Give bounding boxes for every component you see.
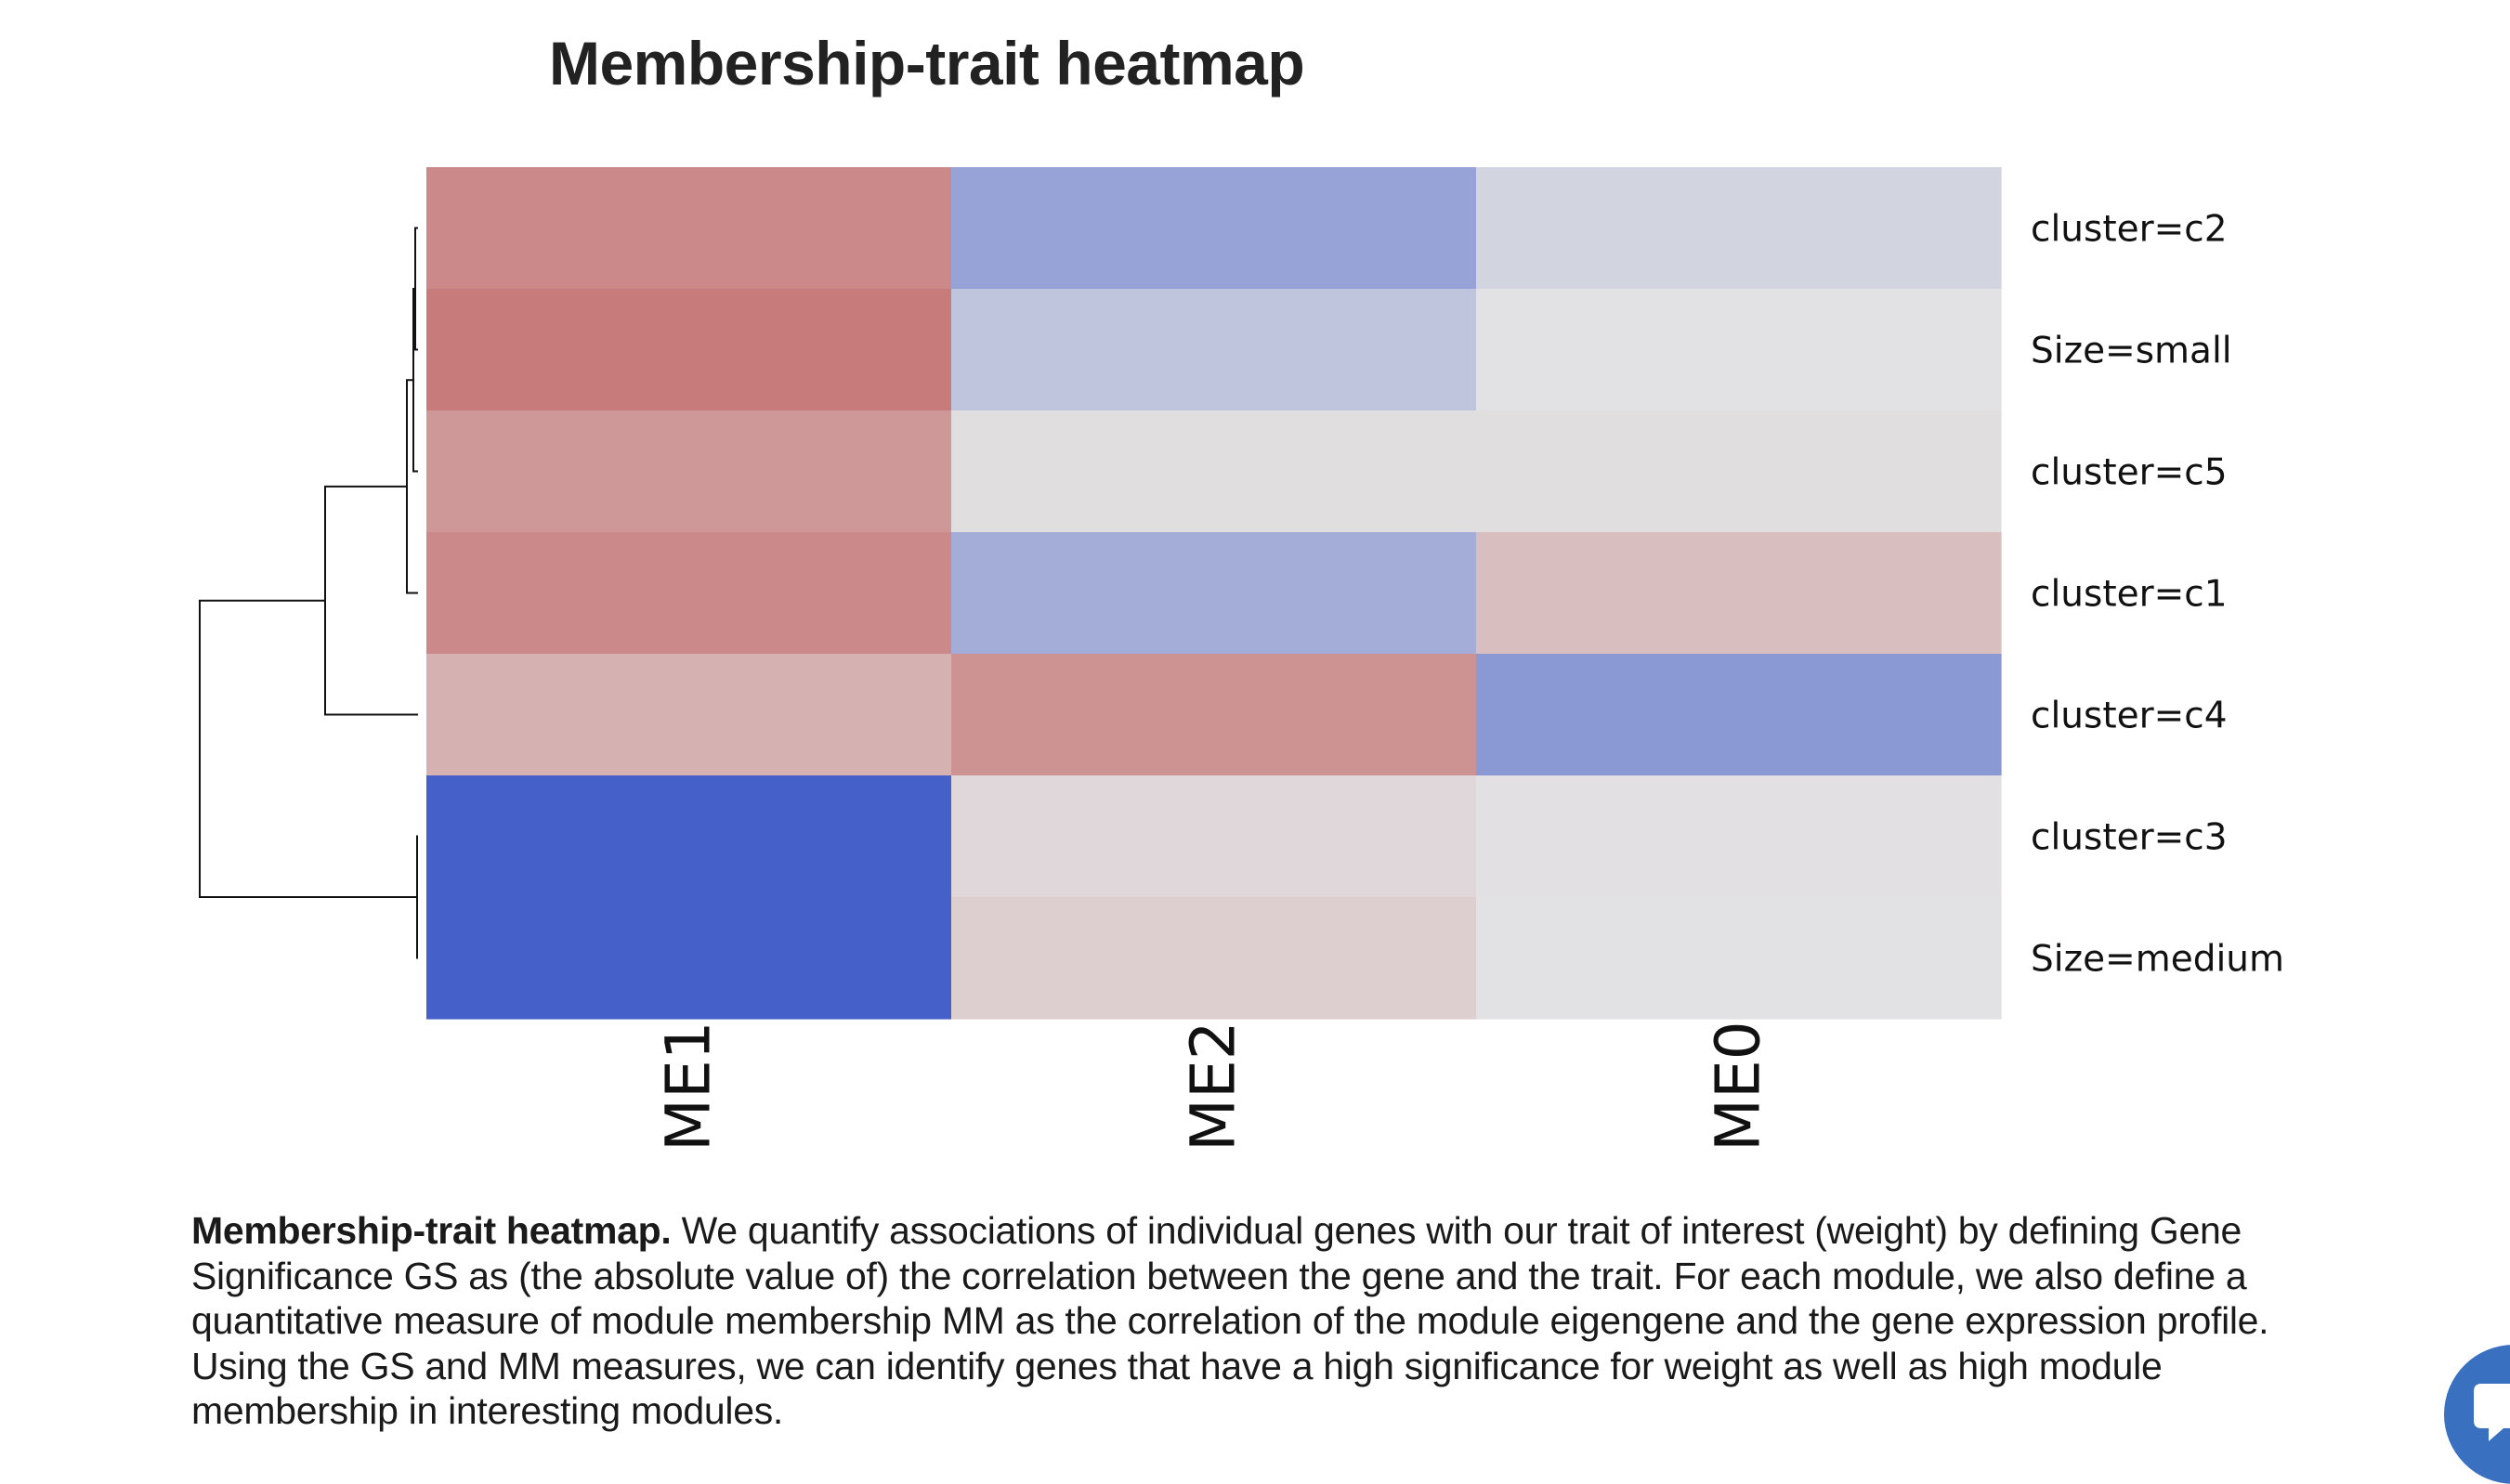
heatmap-cell [1476,167,2002,290]
heatmap-cell [1476,654,2002,776]
heatmap-cell [951,532,1477,655]
heatmap-cell [426,775,952,898]
row-label: Size=medium [2031,939,2284,981]
heatmap-cell [426,532,952,655]
dendrogram-branch [324,485,418,716]
caption-body: We quantify associations of individual g… [191,1209,2269,1432]
column-label: ME1 [653,1021,725,1152]
heatmap-cell [951,410,1477,533]
column-label: ME2 [1178,1021,1249,1152]
caption-lead: Membership-trait heatmap. [191,1209,672,1252]
row-label: cluster=c5 [2031,452,2228,494]
row-dendrogram [199,227,418,959]
heatmap-cell [951,897,1477,1020]
heatmap-cell [426,410,952,533]
chat-button[interactable] [2444,1345,2510,1484]
heatmap-cell [1476,775,2002,898]
row-label: Size=small [2031,331,2232,372]
heatmap-cell [426,167,952,290]
column-labels: ME1 ME2 ME0 [653,1021,1774,1152]
heatmap-cell [426,654,952,776]
column-label: ME0 [1703,1021,1774,1152]
heatmap-cell [951,167,1477,290]
heatmap-cell [951,654,1477,776]
heatmap-chart: cluster=c2 Size=small cluster=c5 cluster=c1… [199,167,2284,1152]
chat-bubble-icon [2474,1384,2510,1441]
row-label: cluster=c2 [2031,209,2228,251]
heatmap-cells [426,167,2002,1020]
heatmap-cell [1476,532,2002,655]
heatmap-cell [1476,410,2002,533]
row-label: cluster=c3 [2031,817,2228,859]
dendrogram-branch [199,599,417,898]
heatmap-cell [1476,289,2002,411]
heatmap-cell [1476,897,2002,1020]
row-label: cluster=c4 [2031,696,2228,737]
heatmap-cell [426,897,952,1020]
row-labels: cluster=c2 Size=small cluster=c5 cluster=c1… [2031,209,2284,981]
dendrogram-branch [416,835,418,959]
chart-title: Membership-trait heatmap [549,29,1305,98]
heatmap-cell [426,289,952,411]
row-label: cluster=c1 [2031,574,2228,616]
figure-caption: Membership-trait heatmap. We quantify as… [191,1208,2356,1434]
dendrogram-branch [414,227,418,351]
heatmap-cell [951,289,1477,411]
heatmap-cell [951,775,1477,898]
